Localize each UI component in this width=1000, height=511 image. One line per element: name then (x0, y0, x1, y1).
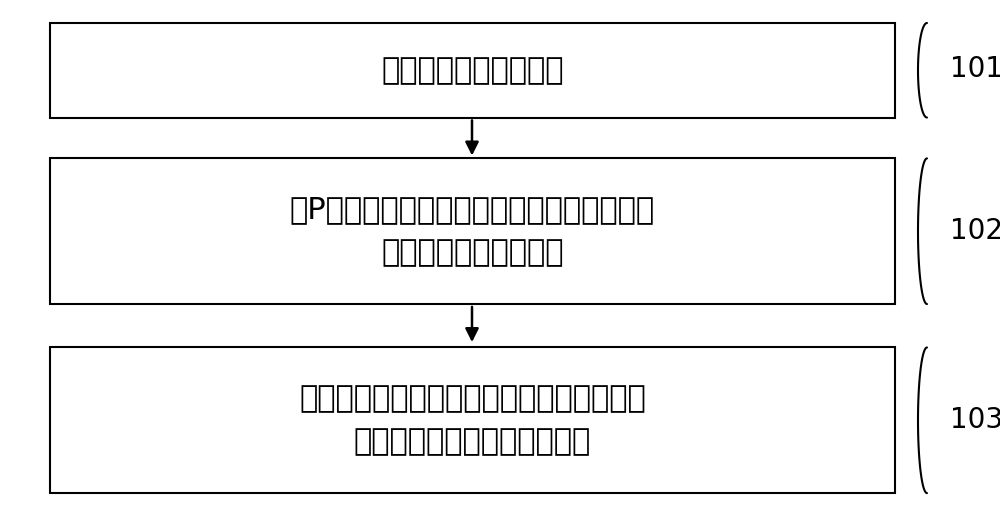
Text: 提供发光二极管外延片: 提供发光二极管外延片 (381, 56, 564, 85)
Text: 103: 103 (950, 406, 1000, 434)
Text: 在P型欧姆接触层上生长接触层电极，对接触
层电极进行热退火处理: 在P型欧姆接触层上生长接触层电极，对接触 层电极进行热退火处理 (290, 195, 655, 267)
Text: 101: 101 (950, 55, 1000, 83)
Text: 在接触层电极上生长第一反射层电极，对第
一反射层电极进行热退火处理: 在接触层电极上生长第一反射层电极，对第 一反射层电极进行热退火处理 (299, 384, 646, 456)
FancyBboxPatch shape (50, 23, 895, 118)
FancyBboxPatch shape (50, 158, 895, 304)
Text: 102: 102 (950, 217, 1000, 245)
FancyBboxPatch shape (50, 347, 895, 493)
